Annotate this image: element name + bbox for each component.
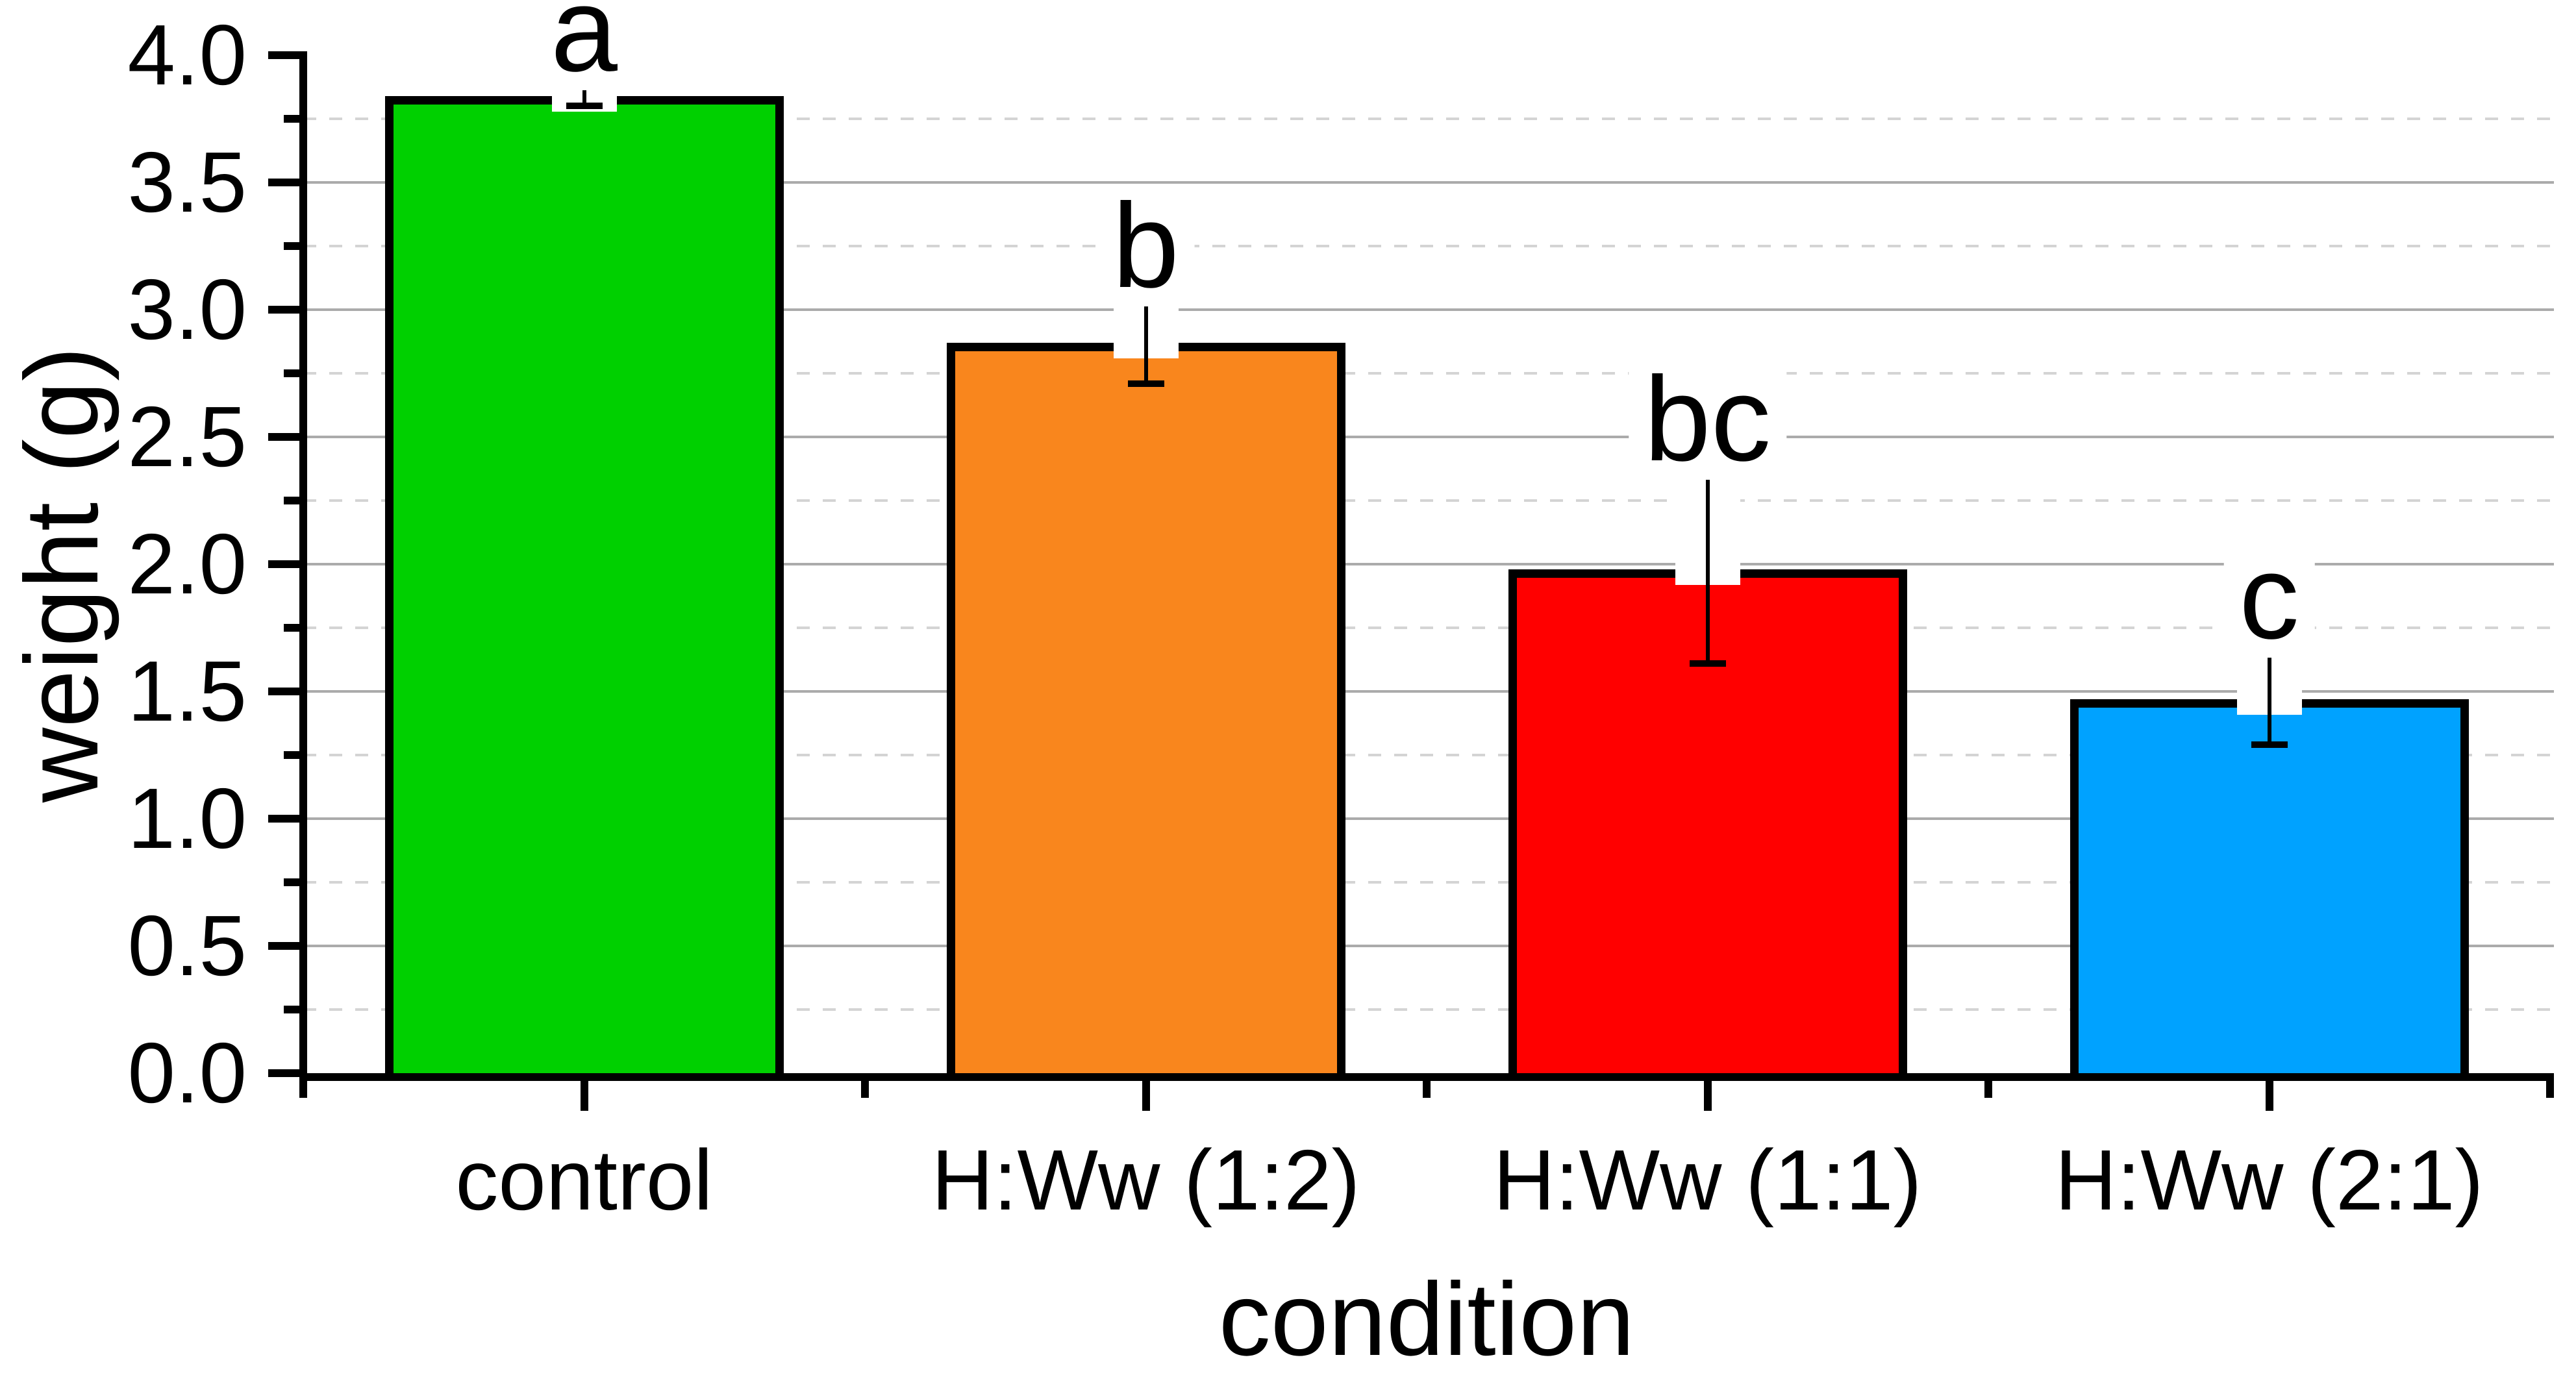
x-axis-major-tick	[1142, 1081, 1150, 1111]
y-tick-label: 0.0	[127, 1025, 247, 1121]
bar-h-ww-2-1-	[2070, 699, 2469, 1074]
y-axis-major-tick	[268, 815, 299, 823]
significance-letter: c	[2223, 538, 2315, 658]
significance-letter: bc	[1628, 359, 1787, 480]
error-bar	[1144, 302, 1148, 384]
bar-control	[384, 95, 784, 1074]
y-axis-major-tick	[268, 179, 299, 186]
x-axis-title: condition	[1218, 1261, 1635, 1377]
y-tick-label: 0.5	[127, 898, 247, 993]
x-axis-minor-tick	[861, 1081, 869, 1098]
y-axis-line	[299, 51, 307, 1081]
y-axis-major-tick	[268, 688, 299, 695]
y-tick-label: 2.0	[127, 516, 247, 612]
x-tick-label: control	[455, 1132, 713, 1228]
minor-gridline	[303, 372, 2554, 375]
y-axis-major-tick	[268, 1069, 299, 1077]
minor-gridline	[303, 499, 2554, 502]
error-bar	[582, 86, 586, 106]
x-axis-line	[299, 1073, 2554, 1081]
error-bar-bottom-cap	[2251, 741, 2288, 749]
minor-gridline	[303, 1008, 2554, 1011]
y-axis-major-tick	[268, 433, 299, 441]
y-axis-minor-tick	[284, 369, 299, 377]
y-axis-minor-tick	[284, 878, 299, 886]
y-tick-label: 2.5	[127, 389, 247, 484]
x-axis-minor-tick	[1984, 1081, 1992, 1098]
y-tick-label: 1.0	[127, 771, 247, 866]
x-tick-label: H:Ww (1:1)	[1493, 1132, 1922, 1228]
x-tick-label: H:Ww (2:1)	[2055, 1132, 2484, 1228]
x-axis-minor-tick	[299, 1081, 307, 1098]
major-gridline	[303, 436, 2554, 438]
x-axis-major-tick	[1703, 1081, 1712, 1111]
minor-gridline	[303, 881, 2554, 884]
error-bar	[1705, 475, 1710, 664]
major-gridline	[303, 308, 2554, 311]
minor-gridline	[303, 118, 2554, 120]
minor-gridline	[303, 754, 2554, 756]
major-gridline	[303, 181, 2554, 184]
minor-gridline	[303, 245, 2554, 247]
y-axis-major-tick	[268, 306, 299, 314]
y-axis-major-tick	[268, 942, 299, 950]
y-tick-label: 3.5	[127, 134, 247, 230]
y-axis-minor-tick	[284, 497, 299, 504]
y-axis-major-tick	[268, 560, 299, 568]
y-axis-major-tick	[268, 51, 299, 59]
major-gridline	[303, 817, 2554, 820]
x-axis-minor-tick	[1423, 1081, 1431, 1098]
y-axis-minor-tick	[284, 242, 299, 250]
x-tick-label: H:Ww (1:2)	[931, 1132, 1360, 1228]
major-gridline	[303, 563, 2554, 565]
significance-letter: a	[535, 0, 633, 91]
major-gridline	[303, 690, 2554, 693]
x-axis-major-tick	[2265, 1081, 2273, 1111]
y-axis-title: weight (g)	[3, 346, 119, 803]
x-axis-major-tick	[580, 1081, 588, 1111]
error-bar	[2267, 653, 2271, 745]
error-bar-bottom-cap	[1689, 660, 1726, 667]
major-gridline	[303, 945, 2554, 947]
y-tick-label: 4.0	[127, 7, 247, 103]
significance-letter: b	[1097, 186, 1195, 307]
y-axis-minor-tick	[284, 624, 299, 632]
error-bar-bottom-cap	[1127, 380, 1164, 387]
y-tick-label: 1.5	[127, 643, 247, 739]
x-axis-minor-tick	[2546, 1081, 2554, 1098]
minor-gridline	[303, 626, 2554, 629]
error-bar-bottom-cap	[566, 103, 603, 110]
y-tick-label: 3.0	[127, 262, 247, 357]
y-axis-minor-tick	[284, 751, 299, 759]
y-axis-minor-tick	[284, 1006, 299, 1013]
y-axis-minor-tick	[284, 115, 299, 123]
bar-h-ww-1-2-	[946, 342, 1345, 1074]
